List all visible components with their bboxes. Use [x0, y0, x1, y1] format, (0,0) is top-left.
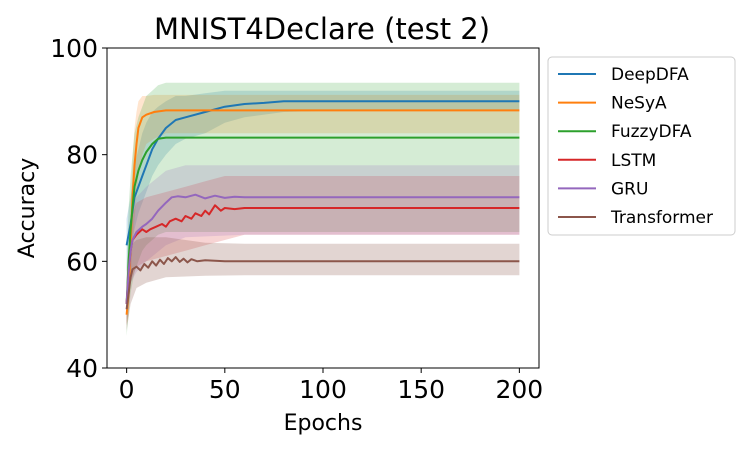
- x-ticks: 0 50 100 150 200: [119, 368, 544, 404]
- lstm-band: [126, 176, 520, 326]
- legend-label-fuzzydfa: FuzzyDFA: [611, 122, 692, 142]
- x-tick-label: 200: [496, 375, 544, 404]
- x-tick-label: 100: [299, 375, 347, 404]
- y-tick-label: 60: [66, 247, 98, 276]
- legend-box: [547, 56, 736, 236]
- lstm-line: [125, 204, 520, 305]
- x-tick-label: 0: [119, 375, 135, 404]
- y-axis-label: Accuracy: [15, 158, 40, 258]
- legend-label-lstm: LSTM: [611, 151, 656, 171]
- confidence-bands: [126, 82, 520, 336]
- legend-label-nesya: NeSyA: [611, 94, 667, 114]
- y-tick-label: 40: [66, 354, 98, 383]
- nesya-band: [126, 94, 520, 326]
- gru-line: [125, 193, 520, 305]
- fuzzydfa-line: [125, 136, 520, 305]
- y-tick-label: 80: [66, 141, 98, 170]
- legend-label-transformer: Transformer: [610, 208, 713, 228]
- chart-title: MNIST4Declare (test 2): [154, 12, 490, 46]
- x-tick-label: 150: [397, 375, 445, 404]
- legend: DeepDFA NeSyA FuzzyDFA LSTM GRU Transformer: [547, 56, 736, 236]
- x-tick-label: 50: [209, 375, 241, 404]
- legend-label-deepdfa: DeepDFA: [611, 65, 689, 85]
- gru-band: [126, 165, 520, 326]
- transformer-band: [126, 237, 520, 331]
- deepdfa-band: [126, 90, 520, 272]
- y-tick-label: 100: [50, 34, 98, 63]
- deepdfa-line: [125, 100, 520, 246]
- y-ticks: 40 60 80 100: [50, 34, 107, 383]
- x-axis-label: Epochs: [284, 411, 363, 436]
- series-lines: [125, 100, 520, 315]
- fuzzydfa-band: [126, 82, 520, 336]
- transformer-line: [125, 256, 520, 310]
- legend-label-gru: GRU: [611, 179, 648, 199]
